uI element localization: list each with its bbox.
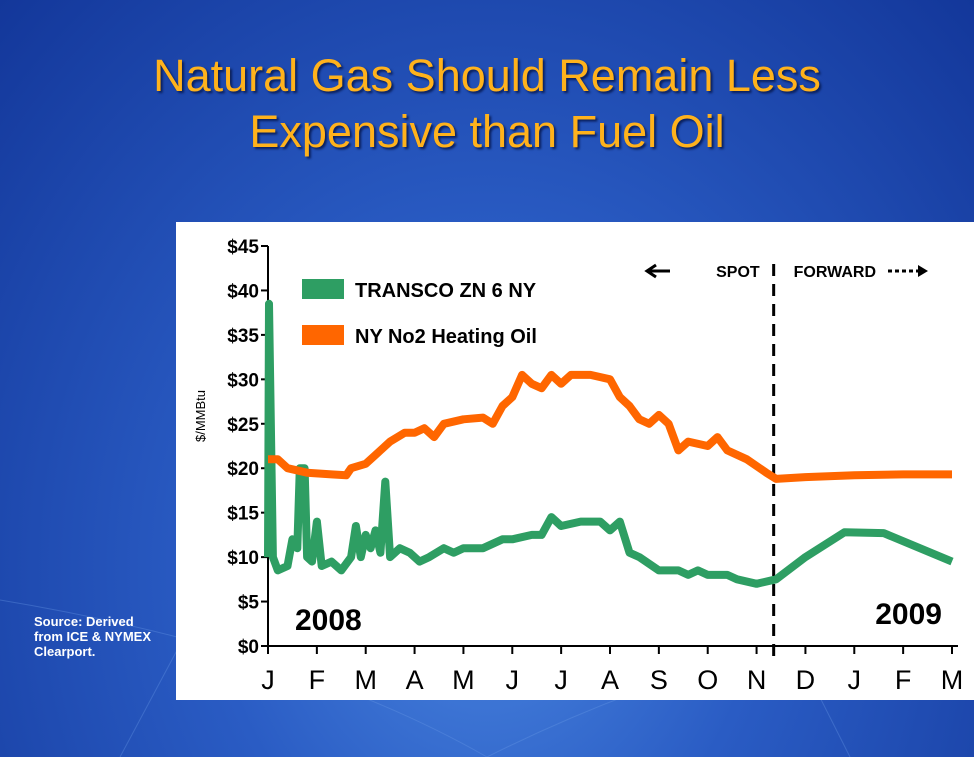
y-tick-label: $40 — [227, 281, 259, 302]
y-tick-label: $20 — [227, 459, 259, 480]
slide-title: Natural Gas Should Remain Less Expensive… — [153, 50, 821, 157]
legend-swatch — [302, 325, 344, 345]
x-tick-label: A — [601, 665, 619, 695]
legend-swatch — [302, 279, 344, 299]
x-tick-label: S — [650, 665, 668, 695]
x-tick-label: F — [309, 665, 326, 695]
x-tick-label: M — [452, 665, 475, 695]
year-label: 2009 — [875, 598, 942, 631]
x-tick-label: A — [406, 665, 424, 695]
series-line — [264, 299, 954, 588]
x-tick-label: M — [941, 665, 964, 695]
x-tick-label: F — [895, 665, 912, 695]
plot-background — [176, 222, 974, 700]
x-tick-label: O — [697, 665, 718, 695]
y-tick-label: $30 — [227, 370, 259, 391]
y-tick-label: $15 — [227, 504, 259, 525]
x-tick-label: N — [747, 665, 767, 695]
y-tick-label: $25 — [227, 415, 259, 436]
x-tick-label: M — [354, 665, 377, 695]
y-tick-label: $0 — [238, 637, 259, 658]
y-tick-label: $10 — [227, 548, 259, 569]
x-tick-label: J — [506, 665, 520, 695]
forward-label: FORWARD — [794, 264, 876, 281]
source-note: Source: Derived from ICE & NYMEX Clearpo… — [34, 614, 152, 659]
forward-arrowhead — [918, 265, 928, 277]
series-line — [268, 370, 952, 483]
y-tick-label: $45 — [227, 237, 259, 258]
x-tick-label: J — [848, 665, 862, 695]
y-axis-label: $/MMBtu — [193, 390, 208, 442]
y-tick-label: $35 — [227, 326, 259, 347]
spot-arrow — [644, 263, 670, 279]
year-label: 2008 — [295, 604, 362, 637]
legend-label: TRANSCO ZN 6 NY — [355, 280, 537, 302]
x-tick-label: J — [554, 665, 568, 695]
x-tick-label: D — [796, 665, 816, 695]
legend-label: NY No2 Heating Oil — [355, 326, 537, 348]
spot-label: SPOT — [716, 264, 760, 281]
x-tick-label: J — [261, 665, 275, 695]
y-tick-label: $5 — [238, 593, 260, 614]
